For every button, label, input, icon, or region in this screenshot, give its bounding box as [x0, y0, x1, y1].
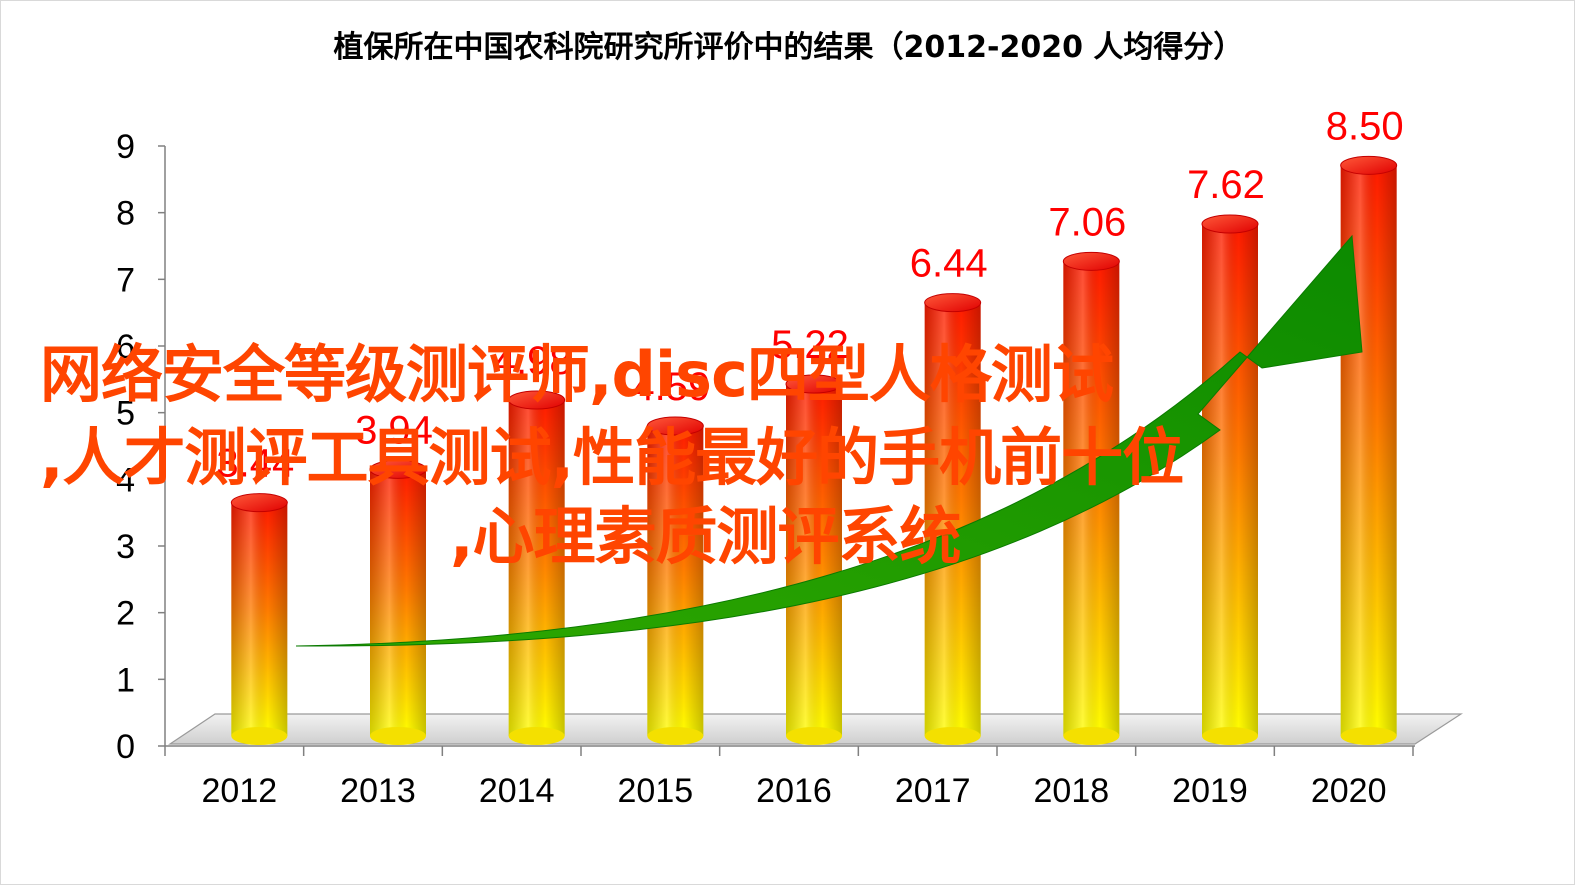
- bar-shading: [647, 426, 704, 736]
- bar-2016: [785, 374, 843, 745]
- x-tick-label: 2013: [340, 772, 416, 810]
- y-tick-label: 6: [116, 328, 135, 366]
- bar-2015: [646, 416, 704, 745]
- bar-cap: [230, 493, 288, 513]
- data-label-2015: 4.59: [632, 365, 710, 409]
- bar-cap: [646, 416, 704, 436]
- x-tick-label: 2012: [202, 772, 278, 810]
- y-tick-label: 2: [116, 595, 135, 633]
- overlay-text-line-1: 网络安全等级测评师,disc四型人格测试: [40, 338, 1114, 411]
- bar-base: [786, 727, 842, 745]
- data-label-2013: 3.94: [355, 408, 433, 452]
- data-label-2019: 7.62: [1187, 163, 1265, 207]
- bar-shading: [1202, 224, 1258, 736]
- bar-shading: [924, 302, 981, 736]
- y-tick-label: 7: [116, 261, 135, 299]
- bar-base: [1202, 727, 1258, 745]
- data-label-2016: 5.22: [771, 323, 849, 367]
- y-tick-label: 8: [116, 195, 135, 233]
- data-label-2018: 7.06: [1048, 200, 1126, 244]
- trend-arrow-shape: [295, 234, 1363, 647]
- data-labels: 3.44 3.94 4.98 4.59 5.22 6.44 7.06 7.62 8.50: [216, 104, 1403, 485]
- x-tick-label: 2020: [1311, 772, 1387, 810]
- bar-shading: [370, 469, 426, 736]
- bar-base: [924, 727, 981, 745]
- data-label-2014: 4.98: [494, 339, 572, 383]
- bar-base: [647, 727, 704, 745]
- data-label-2020: 8.50: [1326, 104, 1404, 148]
- x-tick-label: 2017: [895, 772, 971, 810]
- x-tick-label: 2014: [479, 772, 555, 810]
- y-tick-label: 1: [116, 661, 135, 699]
- data-label-2017: 6.44: [910, 242, 988, 286]
- bar-cap: [785, 374, 843, 394]
- y-tick-label: 0: [116, 728, 135, 766]
- bars: [230, 155, 1398, 745]
- bar-cap: [1062, 251, 1120, 271]
- bar-2019: [1201, 214, 1259, 745]
- chart-title: 植保所在中国农科院研究所评价中的结果（2012-2020 人均得分）: [333, 30, 1244, 65]
- bar-shading: [508, 400, 565, 736]
- x-tick-label: 2015: [618, 772, 694, 810]
- bar-base: [508, 727, 565, 745]
- bar-2017: [924, 293, 982, 745]
- overlay-text-line-3: ,心理素质测评系统: [450, 500, 962, 573]
- trend-arrow: [295, 234, 1363, 647]
- bar-base: [1340, 727, 1397, 745]
- axes: 0 1 2 3 4 5 6 7 8 9 2012 2013 2014 2015 2016 2017 2018 20…: [116, 128, 1415, 810]
- data-label-2012: 3.44: [216, 442, 294, 486]
- bar-2012: [230, 493, 288, 745]
- bar-2013: [369, 459, 427, 745]
- bar-cap: [924, 293, 982, 313]
- bar-base: [231, 727, 288, 745]
- y-tick-label: 5: [116, 395, 135, 433]
- bar-shading: [786, 384, 842, 736]
- x-tick-label: 2016: [756, 772, 832, 810]
- y-tick-label: 3: [116, 528, 135, 566]
- bar-cap: [1201, 214, 1259, 234]
- y-tick-label: 4: [116, 461, 135, 499]
- bar-cap: [1340, 155, 1398, 175]
- x-tick-label: 2018: [1034, 772, 1110, 810]
- bar-shading: [231, 502, 288, 736]
- overlay-text-line-2: ,人才测评工具测试,性能最好的手机前十位: [40, 421, 1184, 494]
- bar-cap: [369, 459, 427, 479]
- bar-2014: [508, 390, 566, 745]
- bar-base: [370, 727, 426, 745]
- bar-cap: [508, 390, 566, 410]
- bar-base: [1063, 727, 1120, 745]
- x-tick-label: 2019: [1172, 772, 1248, 810]
- y-tick-label: 9: [116, 128, 135, 166]
- bar-2018: [1062, 251, 1120, 745]
